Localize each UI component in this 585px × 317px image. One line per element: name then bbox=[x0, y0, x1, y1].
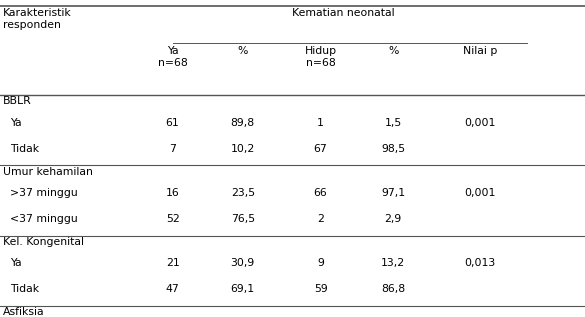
Text: Asfiksia: Asfiksia bbox=[3, 307, 44, 317]
Text: Ya: Ya bbox=[10, 258, 22, 268]
Text: 7: 7 bbox=[169, 144, 176, 154]
Text: 23,5: 23,5 bbox=[230, 188, 255, 198]
Text: Kematian neonatal: Kematian neonatal bbox=[292, 8, 395, 18]
Text: Hidup
n=68: Hidup n=68 bbox=[305, 46, 336, 68]
Text: 2: 2 bbox=[317, 214, 324, 224]
Text: 89,8: 89,8 bbox=[230, 118, 255, 128]
Text: 10,2: 10,2 bbox=[230, 144, 255, 154]
Text: Tidak: Tidak bbox=[10, 284, 39, 294]
Text: 0,001: 0,001 bbox=[464, 188, 495, 198]
Text: 0,001: 0,001 bbox=[464, 118, 495, 128]
Text: 30,9: 30,9 bbox=[230, 258, 255, 268]
Text: >37 minggu: >37 minggu bbox=[10, 188, 78, 198]
Text: 1,5: 1,5 bbox=[384, 118, 402, 128]
Text: 52: 52 bbox=[166, 214, 180, 224]
Text: 98,5: 98,5 bbox=[381, 144, 405, 154]
Text: 69,1: 69,1 bbox=[230, 284, 255, 294]
Text: 2,9: 2,9 bbox=[384, 214, 402, 224]
Text: Ya: Ya bbox=[10, 118, 22, 128]
Text: 16: 16 bbox=[166, 188, 180, 198]
Text: <37 minggu: <37 minggu bbox=[10, 214, 78, 224]
Text: 59: 59 bbox=[314, 284, 328, 294]
Text: Nilai p: Nilai p bbox=[463, 46, 497, 56]
Text: Umur kehamilan: Umur kehamilan bbox=[3, 166, 93, 177]
Text: 97,1: 97,1 bbox=[381, 188, 405, 198]
Text: 67: 67 bbox=[314, 144, 328, 154]
Text: BBLR: BBLR bbox=[3, 96, 32, 107]
Text: 86,8: 86,8 bbox=[381, 284, 405, 294]
Text: %: % bbox=[238, 46, 248, 56]
Text: 47: 47 bbox=[166, 284, 180, 294]
Text: Ya
n=68: Ya n=68 bbox=[158, 46, 187, 68]
Text: Karakteristik
responden: Karakteristik responden bbox=[3, 8, 72, 30]
Text: 76,5: 76,5 bbox=[230, 214, 255, 224]
Text: 0,013: 0,013 bbox=[464, 258, 495, 268]
Text: 66: 66 bbox=[314, 188, 328, 198]
Text: 61: 61 bbox=[166, 118, 180, 128]
Text: 1: 1 bbox=[317, 118, 324, 128]
Text: Tidak: Tidak bbox=[10, 144, 39, 154]
Text: %: % bbox=[388, 46, 398, 56]
Text: 13,2: 13,2 bbox=[381, 258, 405, 268]
Text: Kel. Kongenital: Kel. Kongenital bbox=[3, 237, 84, 247]
Text: 9: 9 bbox=[317, 258, 324, 268]
Text: 21: 21 bbox=[166, 258, 180, 268]
